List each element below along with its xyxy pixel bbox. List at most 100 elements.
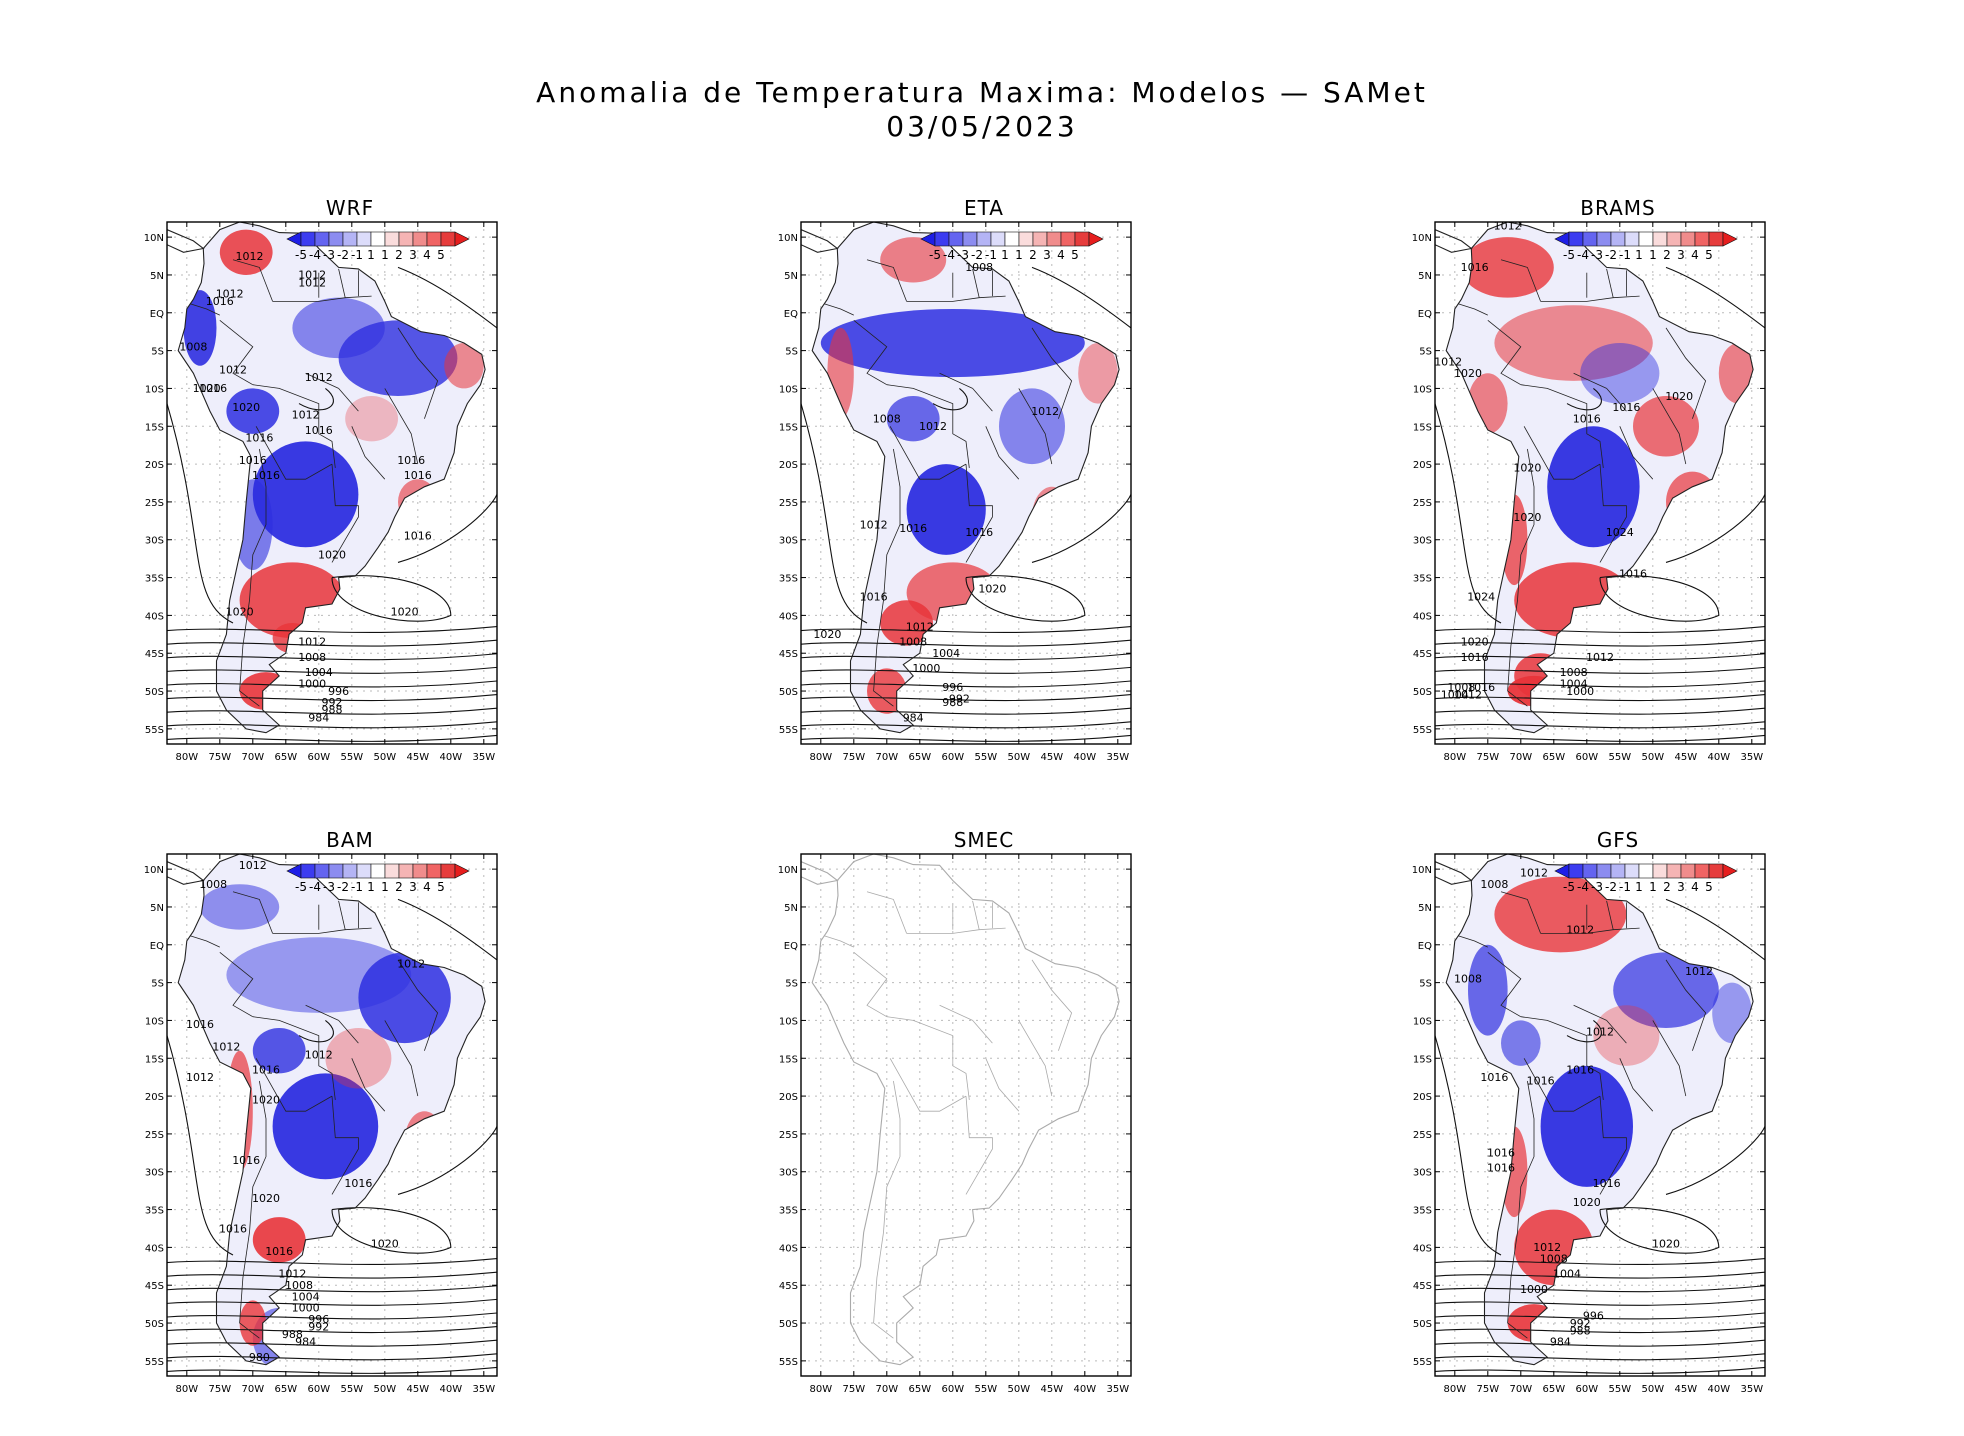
colorbar-cell bbox=[300, 863, 316, 879]
panel-bam: BAM 1012 1008 1012 1016 1012 1012 1016 1012 1020… bbox=[140, 828, 560, 1408]
lat-tick-label: 5S bbox=[785, 347, 798, 358]
map-border bbox=[1434, 221, 1766, 745]
lon-tick-label: 60W bbox=[941, 1384, 964, 1395]
isobar-label: 984 bbox=[1550, 1336, 1571, 1349]
colorbar-label: -4 bbox=[1577, 248, 1589, 262]
colorbar-cell bbox=[1666, 231, 1682, 247]
coastline bbox=[167, 229, 205, 253]
colorbar-label: 5 bbox=[437, 880, 445, 894]
isobar-line bbox=[1435, 694, 1765, 702]
isobar-label: 1024 bbox=[1467, 590, 1495, 603]
colorbar-label: 2 bbox=[1663, 248, 1671, 262]
lat-tick-label: 25S bbox=[145, 498, 164, 509]
lat-tick-label: 30S bbox=[145, 1168, 164, 1179]
lon-tick-label: 50W bbox=[1007, 752, 1030, 763]
isobar-label: 1016 bbox=[239, 454, 267, 467]
lat-tick-label: 5S bbox=[785, 979, 798, 990]
lat-tick-label: EQ bbox=[150, 309, 164, 320]
map-bam: 1012100810121016101210121016101210201016… bbox=[144, 853, 498, 1395]
colorbar-label: 1 bbox=[1649, 248, 1657, 262]
isobar-line bbox=[801, 680, 1131, 688]
warm-anomaly-region bbox=[219, 229, 273, 275]
colorbar: -5 -4 -3 -2 -1 1 1 2 3 4 5 bbox=[1554, 231, 1738, 262]
isobar-label: 1008 bbox=[179, 341, 207, 354]
colorbar-cell bbox=[1680, 863, 1696, 879]
isobar-line bbox=[167, 734, 497, 742]
colorbar-label: 5 bbox=[1071, 248, 1079, 262]
colorbar: -5 -4 -3 -2 -1 1 1 2 3 4 5 bbox=[1554, 863, 1738, 894]
lat-tick-label: 45S bbox=[1413, 649, 1432, 660]
colorbar-cell bbox=[1722, 863, 1738, 879]
colorbar-cell bbox=[342, 863, 358, 879]
map-brams: 1012101610121020101610161020102010201024… bbox=[1412, 220, 1766, 763]
borders bbox=[1457, 891, 1707, 1339]
lat-tick-label: 25S bbox=[145, 1130, 164, 1141]
lat-tick-label: EQ bbox=[1418, 941, 1432, 952]
lat-tick-label: EQ bbox=[784, 309, 798, 320]
isobar-line bbox=[1435, 1353, 1765, 1361]
isobar-label: 1012 bbox=[1520, 867, 1548, 880]
isobar-label: 1000 bbox=[912, 662, 940, 675]
colorbar-label: -3 bbox=[323, 248, 335, 262]
lon-tick-label: 65W bbox=[1542, 752, 1565, 763]
isobar-label: 1012 bbox=[1031, 405, 1059, 418]
cool-anomaly-region bbox=[252, 1028, 306, 1074]
colorbar-cell bbox=[1610, 231, 1626, 247]
isobar-label: 988 bbox=[282, 1328, 303, 1341]
cool-anomaly-region bbox=[1580, 343, 1660, 404]
lat-tick-label: EQ bbox=[1418, 309, 1432, 320]
colorbar-cell bbox=[384, 863, 400, 879]
isobar-line bbox=[801, 707, 1131, 715]
isobar-label: 1008 bbox=[285, 1279, 313, 1292]
colorbar-cell bbox=[1046, 231, 1062, 247]
lon-tick-label: 55W bbox=[1608, 752, 1631, 763]
isobar-label: 1016 bbox=[199, 382, 227, 395]
axes: 10N 5N EQ 5S 10S 15S 20S 25S 30S 35S 40S 45S 50S 55S 8… bbox=[144, 854, 497, 1395]
cool-anomaly-region bbox=[200, 884, 280, 930]
isobar-label: 1016 bbox=[1566, 1063, 1594, 1076]
coastline bbox=[167, 861, 205, 885]
lon-tick-label: 50W bbox=[373, 1384, 396, 1395]
colorbar-cell bbox=[1624, 863, 1640, 879]
lon-tick-label: 75W bbox=[842, 1384, 865, 1395]
isobar-label: 1016 bbox=[404, 530, 432, 543]
colorbar-label: -4 bbox=[309, 248, 321, 262]
lon-tick-label: 70W bbox=[241, 752, 264, 763]
colorbar-label: 5 bbox=[1705, 880, 1713, 894]
lat-tick-label: 30S bbox=[779, 1168, 798, 1179]
isobar-line bbox=[331, 1207, 452, 1254]
colorbar-cell bbox=[314, 231, 330, 247]
isobar-label: 1012 bbox=[919, 420, 947, 433]
colorbar-label: 3 bbox=[409, 880, 417, 894]
isobar-line bbox=[167, 1271, 497, 1279]
axes: 10N 5N EQ 5S 10S 15S 20S 25S 30S 35S 40S 45S 50S 55S 8… bbox=[778, 854, 1131, 1395]
isobar-label: 1012 bbox=[216, 288, 244, 301]
colorbar-label: 4 bbox=[1691, 880, 1699, 894]
lat-tick-label: 10N bbox=[1412, 865, 1432, 876]
warm-anomaly-region bbox=[1494, 305, 1653, 381]
isobar-label: 992 bbox=[322, 696, 343, 709]
lon-tick-label: 35W bbox=[472, 1384, 495, 1395]
warm-anomaly-region bbox=[239, 1300, 266, 1346]
isobar-label: 1020 bbox=[226, 605, 254, 618]
colorbar-cell bbox=[440, 231, 456, 247]
lon-tick-label: 75W bbox=[842, 752, 865, 763]
lon-tick-label: 75W bbox=[1476, 1384, 1499, 1395]
lat-tick-label: 10S bbox=[779, 1016, 798, 1027]
isobar-label: 1016 bbox=[1573, 412, 1601, 425]
lon-tick-label: 80W bbox=[809, 1384, 832, 1395]
isobar-labels: 1012101210121012101610081012102010161020… bbox=[179, 250, 431, 724]
lon-tick-label: 40W bbox=[439, 752, 462, 763]
colorbar-label: -1 bbox=[985, 248, 997, 262]
lon-tick-label: 40W bbox=[1073, 1384, 1096, 1395]
isobar-label: 1004 bbox=[305, 666, 333, 679]
panel-gfs: GFS 1012 1008 1012 1008 1012 1012 1016 1016 1016… bbox=[1408, 828, 1828, 1408]
colorbar-label: 3 bbox=[409, 248, 417, 262]
colorbar-label: 1 bbox=[1649, 880, 1657, 894]
cool-anomaly-region bbox=[1540, 1065, 1633, 1187]
lon-tick-label: 65W bbox=[1542, 1384, 1565, 1395]
figure-date: 03/05/2023 bbox=[886, 110, 1078, 143]
colorbar-cell bbox=[948, 231, 964, 247]
